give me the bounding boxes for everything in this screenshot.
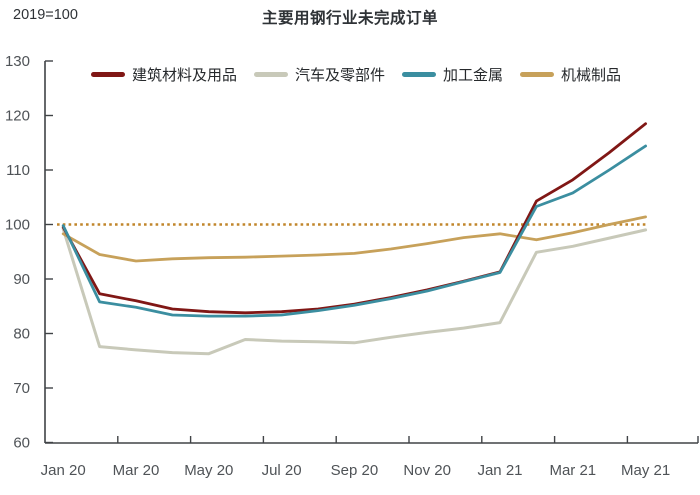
legend-label: 建筑材料及用品 xyxy=(132,67,238,84)
x-axis-tick-label: May 21 xyxy=(621,462,670,479)
y-axis-tick-label: 90 xyxy=(13,271,30,288)
x-axis-tick-label: Jan 20 xyxy=(41,462,86,479)
legend-swatch xyxy=(402,72,437,77)
chart-legend: 建筑材料及用品 汽车及零部件 加工金属 机械制品 xyxy=(91,64,621,85)
legend-label: 机械制品 xyxy=(561,67,622,84)
index-base-note: 2019=100 xyxy=(13,7,78,23)
y-axis-tick-label: 110 xyxy=(6,162,30,179)
series-line-1 xyxy=(61,227,648,356)
x-axis-tick-label: Sep 20 xyxy=(331,462,379,479)
axes xyxy=(44,61,698,444)
legend-item-2: 加工金属 xyxy=(402,64,503,85)
x-axis-tick-label: Mar 21 xyxy=(549,462,596,479)
y-axis-tick-label: 130 xyxy=(5,53,30,70)
x-axis-tick-label: May 20 xyxy=(184,462,233,479)
x-axis-tick-label: Mar 20 xyxy=(113,462,160,479)
y-axis-tick-label: 70 xyxy=(13,380,30,397)
y-axis-tick-label: 80 xyxy=(13,326,30,343)
series-line-3 xyxy=(61,215,647,263)
x-axis-tick-label: Jul 20 xyxy=(262,462,302,479)
x-axis-tick-label: Nov 20 xyxy=(403,462,451,479)
legend-swatch xyxy=(91,72,125,77)
legend-item-3: 机械制品 xyxy=(520,64,621,85)
legend-swatch xyxy=(520,72,555,77)
x-axis-tick-label: Jan 21 xyxy=(477,462,522,479)
chart-title: 主要用钢行业未完成订单 xyxy=(261,10,438,27)
y-axis-tick-label: 60 xyxy=(13,435,30,452)
legend-label: 加工金属 xyxy=(443,67,504,84)
legend-item-0: 建筑材料及用品 xyxy=(91,64,237,85)
series-line-0 xyxy=(61,122,647,315)
series-line-2 xyxy=(61,144,647,318)
legend-label: 汽车及零部件 xyxy=(295,67,386,84)
y-axis-tick-label: 120 xyxy=(5,108,30,125)
legend-item-1: 汽车及零部件 xyxy=(254,64,385,85)
y-axis-tick-label: 100 xyxy=(5,217,30,234)
legend-swatch xyxy=(254,72,289,77)
